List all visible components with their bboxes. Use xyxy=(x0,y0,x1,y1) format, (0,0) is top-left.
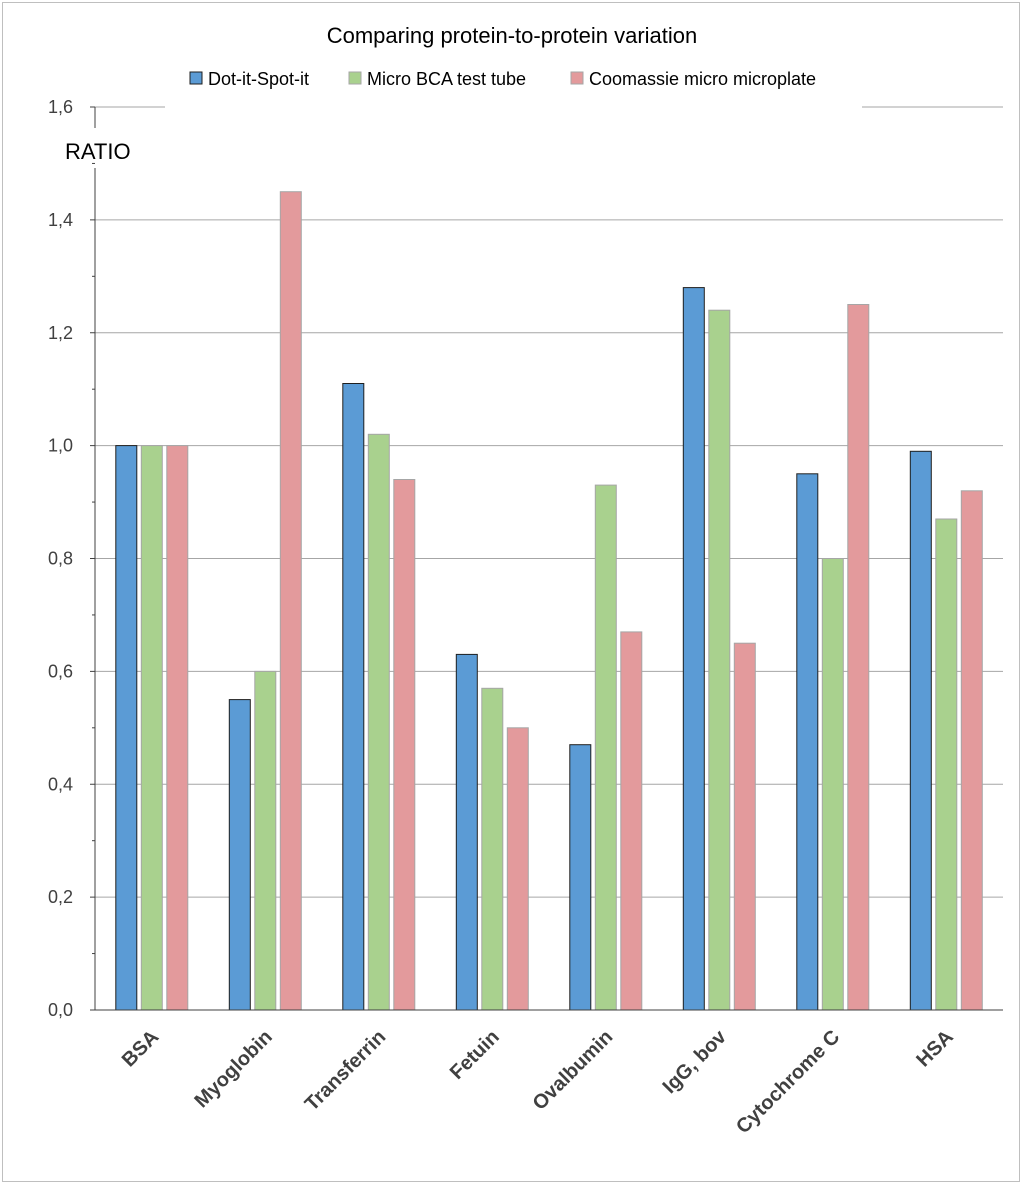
bar xyxy=(960,490,983,1011)
bar xyxy=(367,433,390,1011)
y-axis: 0,0 0,2 0,4 0,6 0,8 1,0 1,2 1,4 1,6 xyxy=(48,97,96,1020)
bar xyxy=(620,631,643,1011)
bar xyxy=(393,479,416,1011)
bar xyxy=(254,670,277,1011)
y-tick-label: 0,2 xyxy=(48,887,73,907)
legend-swatch xyxy=(570,71,584,85)
bar xyxy=(279,191,302,1011)
bar xyxy=(455,653,478,1011)
y-axis-label: RATIO xyxy=(65,139,131,164)
x-tick-label: HSA xyxy=(912,1026,957,1071)
chart-title: Comparing protein-to-protein variation xyxy=(327,23,698,48)
x-tick-label: IgG, bov xyxy=(659,1025,732,1098)
y-tick-label: 0,4 xyxy=(48,774,73,794)
x-tick-label: BSA xyxy=(118,1026,163,1071)
bar xyxy=(594,484,617,1011)
y-tick-label: 0,0 xyxy=(48,1000,73,1020)
bar xyxy=(708,309,731,1011)
bar xyxy=(733,642,756,1011)
legend: Dot-it-Spot-it Micro BCA test tube Coomass… xyxy=(189,69,816,89)
y-tick-label: 1,6 xyxy=(48,97,73,117)
bar xyxy=(796,473,819,1011)
bar xyxy=(569,744,592,1011)
legend-swatch xyxy=(189,71,203,85)
x-tick-label: Fetuin xyxy=(446,1026,504,1084)
bar xyxy=(506,727,529,1011)
x-axis: BSA Myoglobin Transferrin Fetuin Ovalbumin Ig… xyxy=(95,1009,1003,1138)
legend-label: Coomassie micro microplate xyxy=(589,69,816,89)
bar xyxy=(481,687,504,1011)
y-tick-label: 0,8 xyxy=(48,549,73,569)
bar xyxy=(935,518,958,1011)
bar xyxy=(909,450,932,1011)
bar xyxy=(847,304,870,1011)
x-tick-label: Ovalbumin xyxy=(529,1026,618,1115)
bar xyxy=(115,445,138,1011)
y-tick-label: 0,6 xyxy=(48,661,73,681)
y-tick-label: 1,4 xyxy=(48,210,73,230)
x-tick-label: Myoglobin xyxy=(191,1026,277,1112)
legend-swatch xyxy=(348,71,362,85)
x-tick-label: Cytochrome C xyxy=(732,1026,844,1138)
bars xyxy=(115,191,983,1011)
bar xyxy=(140,445,163,1011)
bar xyxy=(166,445,189,1011)
bar xyxy=(821,558,844,1011)
legend-label: Dot-it-Spot-it xyxy=(208,69,309,89)
legend-label: Micro BCA test tube xyxy=(367,69,526,89)
bar xyxy=(228,699,251,1011)
bar xyxy=(342,383,365,1011)
y-tick-label: 1,2 xyxy=(48,323,73,343)
bar xyxy=(682,287,705,1011)
x-tick-label: Transferrin xyxy=(301,1026,390,1115)
y-tick-label: 1,0 xyxy=(48,436,73,456)
